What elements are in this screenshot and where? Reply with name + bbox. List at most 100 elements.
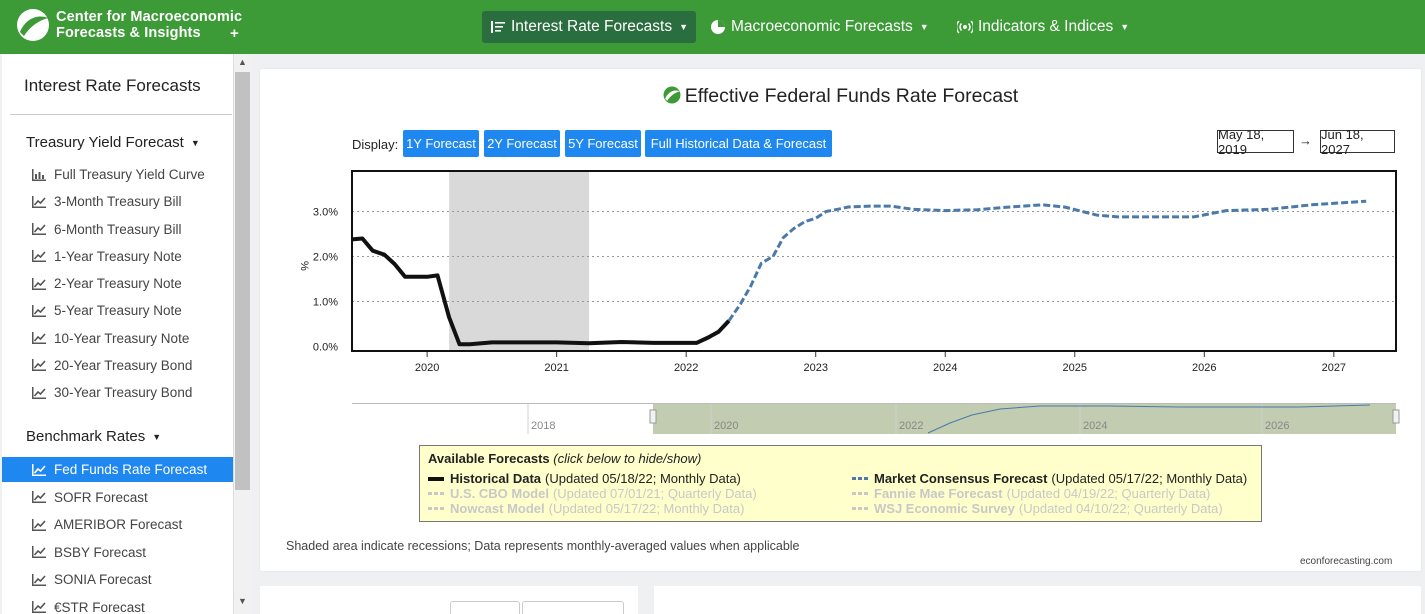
sidebar-item-label: SONIA Forecast bbox=[54, 572, 152, 587]
pie-chart-icon bbox=[711, 20, 725, 34]
x-tick-label: 2020 bbox=[415, 362, 439, 374]
data-card bbox=[260, 586, 638, 614]
nav-macroeconomic-forecasts[interactable]: Macroeconomic Forecasts ▼ bbox=[702, 11, 937, 43]
sidebar-item[interactable]: AMERIBOR Forecast bbox=[2, 512, 233, 537]
sidebar-item[interactable]: SONIA Forecast bbox=[2, 567, 233, 592]
nav-interest-rate-forecasts[interactable]: Interest Rate Forecasts ▼ bbox=[482, 11, 697, 43]
line-chart-icon bbox=[32, 601, 46, 613]
legend-hint: (click below to hide/show) bbox=[553, 451, 702, 466]
sidebar-item[interactable]: 30-Year Treasury Bond bbox=[2, 380, 233, 405]
chart-plot[interactable]: 0.0% 1.0% 2.0% 3.0%% 2020 2021 2022 2023 2024 202… bbox=[260, 164, 1421, 464]
sidebar-item[interactable]: SOFR Forecast bbox=[2, 485, 233, 510]
navigator-tick-label: 2018 bbox=[531, 420, 555, 432]
sidebar-item-label: 10-Year Treasury Note bbox=[54, 330, 190, 346]
data-copy-button[interactable] bbox=[450, 601, 520, 614]
legend-item[interactable]: Market Consensus Forecast (Updated 05/17/… bbox=[852, 471, 1247, 486]
chart-title: Effective Federal Funds Rate Forecast bbox=[684, 85, 1019, 107]
sidebar-item-label: Fed Funds Rate Forecast bbox=[54, 462, 208, 477]
chart-footnote: Shaded area indicate recessions; Data re… bbox=[286, 539, 800, 553]
legend-item-name: Market Consensus Forecast bbox=[874, 471, 1048, 486]
sidebar-item[interactable]: €STR Forecast bbox=[2, 595, 233, 614]
sidebar-section-0[interactable]: Treasury Yield Forecast ▼ bbox=[26, 134, 200, 151]
y-tick-label: 0.0% bbox=[313, 342, 338, 354]
btn-5y-forecast[interactable]: 5Y Forecast bbox=[565, 130, 641, 157]
scroll-up-icon[interactable]: ▲ bbox=[238, 57, 247, 67]
btn-2y-forecast[interactable]: 2Y Forecast bbox=[484, 130, 560, 157]
end-date-input[interactable]: Jun 18, 2027 bbox=[1320, 127, 1395, 157]
sidebar-item[interactable]: 2-Year Treasury Note bbox=[2, 271, 233, 296]
nav-indicators-indices[interactable]: Indicators & Indices ▼ bbox=[949, 11, 1137, 43]
sidebar-item-label: SOFR Forecast bbox=[54, 489, 148, 505]
line-chart-icon bbox=[32, 546, 46, 558]
line-chart-icon bbox=[32, 491, 46, 503]
line-chart-icon bbox=[32, 250, 46, 263]
sidebar-item[interactable]: 5-Year Treasury Note bbox=[2, 298, 233, 323]
legend-item-detail: (Updated 04/19/22; Quarterly Data) bbox=[1006, 486, 1211, 501]
line-chart-icon bbox=[32, 359, 46, 372]
chevron-down-icon: ▼ bbox=[679, 22, 689, 32]
sidebar-item-label: Full Treasury Yield Curve bbox=[54, 167, 205, 182]
bar-chart-icon bbox=[32, 168, 46, 181]
sidebar-item[interactable]: 1-Year Treasury Note bbox=[2, 244, 233, 269]
brand-text: Center for Macroeconomic Forecasts & Ins… bbox=[56, 9, 242, 41]
chart-title-row: Effective Federal Funds Rate Forecast bbox=[260, 85, 1421, 108]
legend-item[interactable]: Fannie Mae Forecast (Updated 04/19/22; Qu… bbox=[852, 486, 1210, 501]
nav-label: Macroeconomic Forecasts bbox=[731, 18, 913, 35]
sidebar-item[interactable]: 20-Year Treasury Bond bbox=[2, 353, 233, 378]
btn-1y-forecast[interactable]: 1Y Forecast bbox=[403, 130, 479, 157]
line-chart-icon bbox=[32, 277, 46, 290]
chevron-down-icon: ▼ bbox=[152, 431, 162, 442]
sidebar-item-label: 30-Year Treasury Bond bbox=[54, 385, 193, 400]
navigator-tick-label: 2024 bbox=[1083, 420, 1107, 432]
legend-item[interactable]: Nowcast Model (Updated 05/17/22; Monthly … bbox=[428, 501, 744, 516]
sidebar-item-label: 6-Month Treasury Bill bbox=[54, 221, 182, 237]
scroll-down-icon[interactable]: ▼ bbox=[238, 596, 247, 606]
sidebar-scroll-thumb[interactable] bbox=[235, 72, 250, 490]
date-range-arrow: → bbox=[1299, 133, 1312, 148]
btn-full-historical[interactable]: Full Historical Data & Forecast bbox=[645, 130, 832, 157]
line-chart-icon bbox=[32, 332, 46, 344]
legend-item[interactable]: U.S. CBO Model (Updated 07/01/21; Quarter… bbox=[428, 486, 757, 501]
x-tick-label: 2026 bbox=[1192, 362, 1216, 374]
sidebar-divider bbox=[10, 114, 232, 115]
sidebar-item[interactable]: 6-Month Treasury Bill bbox=[2, 217, 233, 242]
legend-item-detail: (Updated 05/17/22; Monthly Data) bbox=[1051, 471, 1248, 486]
sidebar-item[interactable]: 10-Year Treasury Note bbox=[2, 326, 233, 351]
chevron-down-icon: ▼ bbox=[1120, 22, 1130, 32]
y-axis-label: % bbox=[298, 261, 310, 271]
legend-swatch bbox=[428, 507, 444, 510]
start-date-input[interactable]: May 18, 2019 bbox=[1217, 127, 1294, 157]
sidebar-item[interactable]: 3-Month Treasury Bill bbox=[2, 189, 233, 214]
sidebar-item-label: AMERIBOR Forecast bbox=[54, 517, 183, 532]
plot-frame bbox=[351, 170, 1397, 352]
sidebar-item-label: 5-Year Treasury Note bbox=[54, 303, 182, 319]
sidebar-item[interactable]: BSBY Forecast bbox=[2, 540, 233, 565]
expand-plus-icon[interactable]: + bbox=[230, 25, 239, 42]
sidebar-section-1[interactable]: Benchmark Rates ▼ bbox=[26, 428, 161, 445]
sidebar-item-label: 3-Month Treasury Bill bbox=[54, 194, 182, 210]
legend-heading: Available Forecasts (click below to hide… bbox=[428, 451, 701, 466]
data-download-button[interactable] bbox=[522, 601, 624, 614]
legend-swatch bbox=[852, 477, 868, 480]
chevron-down-icon: ▼ bbox=[919, 22, 929, 32]
line-chart-icon bbox=[32, 463, 46, 476]
legend-item[interactable]: WSJ Economic Survey (Updated 04/10/22; Qu… bbox=[852, 501, 1223, 516]
legend-swatch bbox=[428, 476, 444, 481]
y-tick-label: 1.0% bbox=[313, 297, 338, 309]
brand-logo-icon bbox=[17, 9, 49, 41]
navigator-line bbox=[927, 404, 1371, 434]
legend-item-name: Historical Data bbox=[450, 471, 542, 486]
x-tick-label: 2025 bbox=[1063, 362, 1087, 374]
navigator-selection bbox=[653, 404, 1396, 434]
navigator-handle-left bbox=[649, 409, 657, 424]
legend-title: Available Forecasts bbox=[428, 451, 550, 466]
x-tick-label: 2023 bbox=[803, 362, 827, 374]
sidebar-item[interactable]: Full Treasury Yield Curve bbox=[2, 162, 233, 187]
sidebar-item[interactable]: Fed Funds Rate Forecast bbox=[2, 457, 233, 482]
description-card bbox=[654, 586, 1421, 614]
range-navigator[interactable]: 2018 2020 2022 2024 2026 bbox=[260, 399, 1421, 439]
legend-item-detail: (Updated 05/18/22; Monthly Data) bbox=[545, 471, 741, 486]
legend-item[interactable]: Historical Data (Updated 05/18/22; Monthl… bbox=[428, 471, 741, 486]
brand[interactable]: Center for Macroeconomic Forecasts & Ins… bbox=[16, 8, 242, 42]
legend-box: Available Forecasts (click below to hide… bbox=[419, 445, 1262, 522]
